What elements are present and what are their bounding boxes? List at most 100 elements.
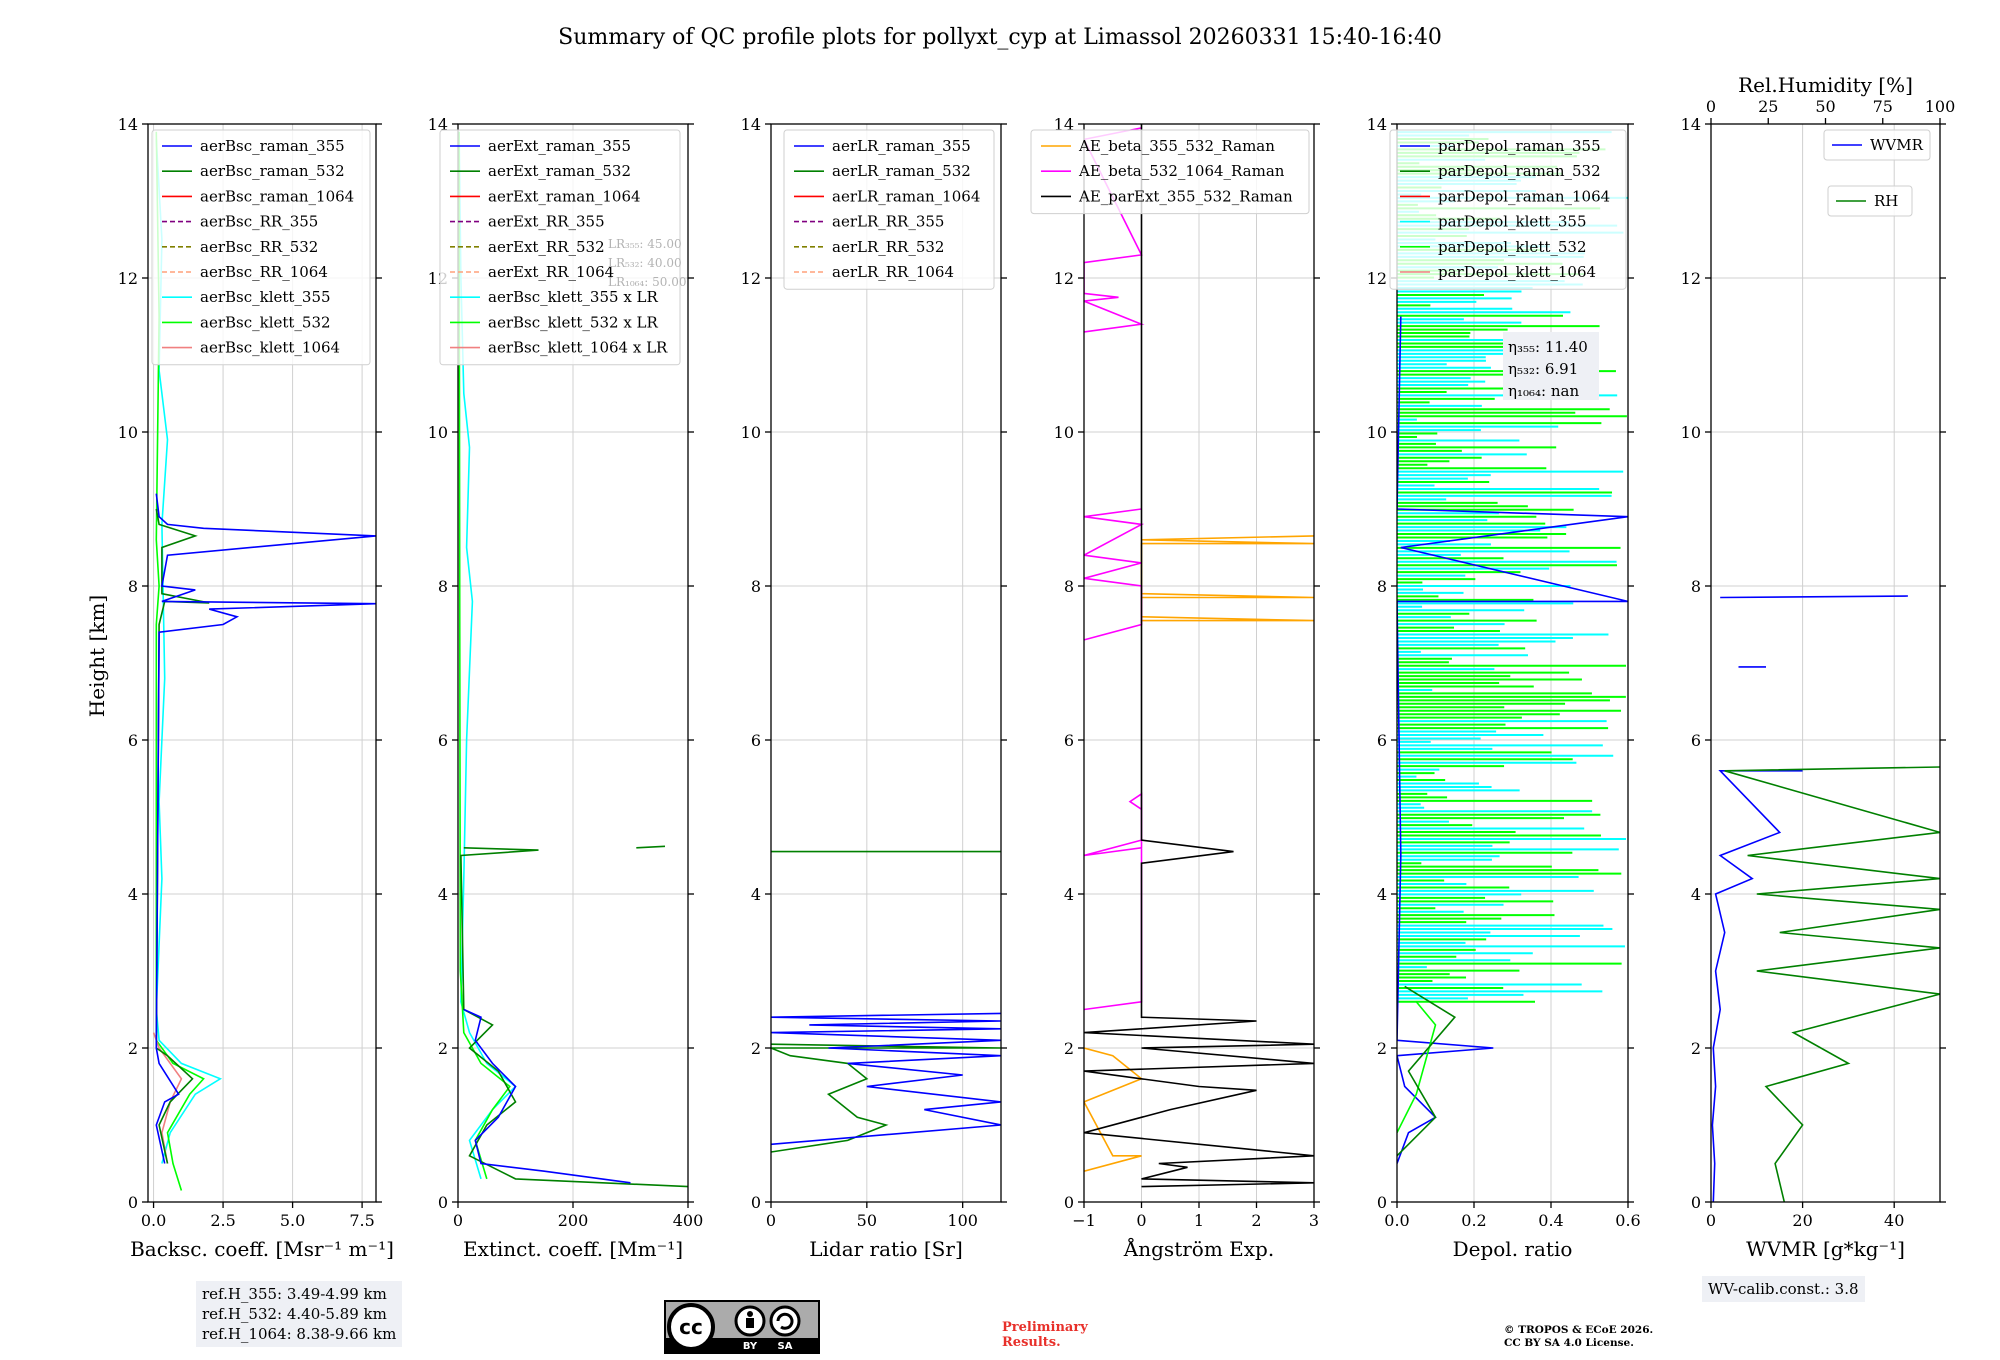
series-line-aerExt_raman_532 — [460, 847, 688, 1188]
top-x-tick-label: 75 — [1873, 97, 1893, 116]
preliminary-line-1: Preliminary — [1002, 1320, 1088, 1335]
y-tick-label: 2 — [1377, 1039, 1387, 1058]
x-tick-label: 0 — [766, 1211, 776, 1230]
y-tick-label: 0 — [128, 1193, 138, 1212]
lr-annotation: LR₃₅₅: 45.00 — [608, 237, 682, 251]
x-tick-label: 20 — [1792, 1211, 1812, 1230]
x-axis-label: Extinct. coeff. [Mm⁻¹] — [463, 1237, 683, 1261]
series-line-AE_beta_355_532_Raman — [1084, 1047, 1144, 1172]
subplot-wv: 0 2 4 6 8 10 12 14 0 20 40 WVMR [g*kg⁻¹] 0 25 50 75 100 R… — [1681, 73, 1956, 1261]
y-tick-label: 12 — [1367, 269, 1387, 288]
x-axis-label: Backsc. coeff. [Msr⁻¹ m⁻¹] — [130, 1237, 394, 1261]
series-group — [1711, 595, 1940, 1202]
lr-annotation: LR₅₃₂: 40.00 — [608, 256, 682, 270]
series-line-aerBsc_klett_532 x LR — [458, 131, 511, 1180]
legend-label: AE_beta_532_1064_Raman — [1078, 162, 1285, 180]
x-tick-label: 5.0 — [280, 1211, 305, 1230]
x-axis-label: WVMR [g*kg⁻¹] — [1746, 1237, 1905, 1261]
legend: AE_beta_355_532_Raman AE_beta_532_1064_Ra… — [1030, 129, 1310, 215]
plot-frame — [770, 123, 1002, 1203]
y-tick-label: 8 — [1064, 577, 1074, 596]
copyright-line-2: CC BY SA 4.0 License. — [1504, 1337, 1634, 1349]
legend-label: aerBsc_klett_1064 x LR — [488, 339, 668, 357]
x-tick-label: 400 — [673, 1211, 704, 1230]
plot-frame — [1396, 123, 1629, 1203]
y-tick-label: 0 — [1064, 1193, 1074, 1212]
y-tick-label: 8 — [438, 577, 448, 596]
series-group — [771, 850, 1001, 1153]
y-tick-label: 8 — [1691, 577, 1701, 596]
y-tick-label: 4 — [438, 885, 448, 904]
x-tick-label: 7.5 — [349, 1211, 374, 1230]
x-tick-label: 100 — [947, 1211, 978, 1230]
y-tick-label: 10 — [428, 423, 448, 442]
plot-frame — [1710, 123, 1941, 1203]
copyright-note: © TROPOS & ECoE 2026. CC BY SA 4.0 Licen… — [1504, 1324, 1653, 1350]
legend-label: aerLR_raman_355 — [832, 137, 971, 155]
y-tick-label: 10 — [1054, 423, 1074, 442]
legend-label: aerExt_RR_355 — [488, 213, 605, 231]
y-tick-label: 10 — [118, 423, 138, 442]
preliminary-note: Preliminary Results. — [1002, 1320, 1088, 1350]
eta-value: η₃₅₅: 11.40 — [1508, 338, 1588, 356]
y-tick-label: 2 — [751, 1039, 761, 1058]
legend-label: aerBsc_klett_532 — [200, 313, 331, 331]
legend-label: aerBsc_klett_532 x LR — [488, 313, 659, 331]
x-tick-label: 1 — [1194, 1211, 1204, 1230]
plot-frame — [147, 123, 377, 1203]
subplot-bsc: 0 2 4 6 8 10 12 14 0.0 2.5 5.0 7.5 Backsc. coeff. [M… — [118, 115, 394, 1261]
y-tick-label: 0 — [751, 1193, 761, 1212]
legend: parDepol_raman_355 parDepol_raman_532 parD… — [1389, 129, 1627, 290]
legend-WVMR: WVMR — [1823, 129, 1931, 161]
cc-icon — [667, 1303, 715, 1351]
legend-label: aerBsc_klett_355 x LR — [488, 288, 659, 306]
x-tick-label: 3 — [1309, 1211, 1319, 1230]
y-tick-label: 4 — [1377, 885, 1387, 904]
eta-box-bg — [1503, 332, 1599, 400]
legend-box — [783, 129, 995, 290]
legend-label: aerExt_raman_355 — [488, 137, 631, 155]
y-tick-label: 4 — [128, 885, 138, 904]
preliminary-line-2: Results. — [1002, 1335, 1061, 1350]
top-x-tick-label: 50 — [1815, 97, 1835, 116]
cc-by-label: BY — [743, 1341, 758, 1352]
series-group — [152, 131, 376, 1191]
lr-annotation: LR₁₀₆₄: 50.00 — [608, 275, 686, 289]
y-tick-label: 8 — [1377, 577, 1387, 596]
series-line-aerLR_raman_532 — [771, 1043, 1001, 1153]
legend-box — [1823, 129, 1931, 161]
legend: aerLR_raman_355 aerLR_raman_532 aerLR_rama… — [783, 129, 995, 290]
y-tick-label: 2 — [438, 1039, 448, 1058]
top-x-tick-label: 0 — [1706, 97, 1716, 116]
y-tick-label: 6 — [1377, 731, 1387, 750]
series-line-AE_beta_532_1064_Raman_b — [1084, 508, 1145, 641]
legend-label: aerBsc_klett_355 — [200, 288, 331, 306]
legend-label: parDepol_klett_1064 — [1438, 263, 1596, 281]
y-tick-label: 6 — [438, 731, 448, 750]
legend-label: aerBsc_RR_1064 — [200, 263, 328, 281]
wv-calib-const: WV-calib.const.: 3.8 — [1708, 1280, 1859, 1298]
y-tick-label: 6 — [128, 731, 138, 750]
ref-height-532: ref.H_532: 4.40-5.89 km — [202, 1305, 387, 1323]
series-line-AE_beta_355_532_Raman_b — [1140, 535, 1314, 622]
eta-box: η₃₅₅: 11.40 η₅₃₂: 6.91 η₁₀₆₄: nan — [1503, 332, 1599, 400]
x-tick-label: 0 — [453, 1211, 463, 1230]
eta-value: η₅₃₂: 6.91 — [1508, 360, 1578, 378]
x-tick-label: 0.0 — [1384, 1211, 1409, 1230]
top-axis-label: Rel.Humidity [%] — [1738, 73, 1913, 97]
y-tick-label: 10 — [1681, 423, 1701, 442]
y-tick-label: 14 — [741, 115, 761, 134]
top-x-tick-label: 100 — [1925, 97, 1956, 116]
legend-box — [439, 129, 681, 366]
legend-box — [1389, 129, 1627, 290]
y-tick-label: 6 — [751, 731, 761, 750]
y-tick-label: 6 — [1064, 731, 1074, 750]
legend-label: aerLR_raman_1064 — [832, 187, 980, 205]
eta-value: η₁₀₆₄: nan — [1508, 382, 1579, 400]
y-tick-label: 14 — [1367, 115, 1387, 134]
series-line-parDepol_raman_355 — [1397, 316, 1628, 1164]
series-line-AE_beta_532_1064_Raman — [1084, 792, 1143, 1011]
legend-label: aerExt_RR_532 — [488, 238, 605, 256]
x-tick-label: 50 — [857, 1211, 877, 1230]
